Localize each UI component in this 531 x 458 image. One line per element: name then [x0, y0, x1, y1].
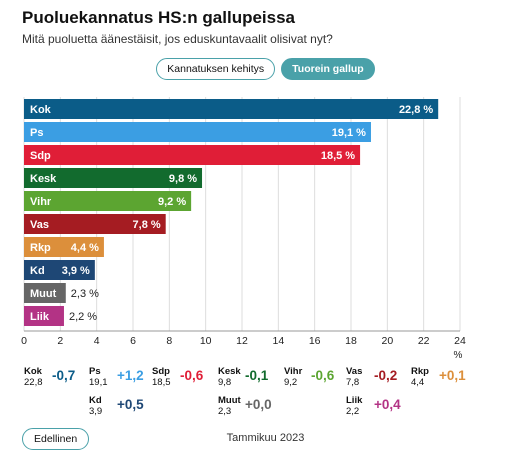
change-item-liik: Liik 2,2 +0,4	[346, 395, 401, 417]
change-party-label: Rkp	[411, 366, 429, 377]
bar-liik	[24, 306, 64, 326]
tab-tuorein-gallup[interactable]: Tuorein gallup	[281, 58, 375, 80]
change-delta: +0,1	[439, 368, 466, 383]
x-tick-label: 10	[200, 335, 212, 347]
bar-value-label: 9,8 %	[169, 173, 197, 185]
change-party-value: 3,9	[89, 406, 103, 417]
change-party-value: 4,4	[411, 377, 425, 388]
bar-value-label: 3,9 %	[62, 265, 90, 277]
bar-sdp	[24, 145, 361, 165]
bar-kesk	[24, 168, 203, 188]
change-party-label: Muut	[218, 395, 241, 406]
bar-kd	[24, 260, 95, 280]
change-party-label: Sdp	[152, 366, 170, 377]
bar-kok	[24, 99, 439, 119]
bar-category-label: Liik	[30, 311, 50, 323]
change-party-label: Kd	[89, 395, 102, 406]
x-tick-label: 16	[309, 335, 321, 347]
bar-category-label: Vihr	[30, 196, 52, 208]
bar-value-label: 2,3 %	[71, 288, 99, 300]
change-party-value: 2,3	[218, 406, 232, 417]
change-party-label: Vas	[346, 366, 363, 377]
x-tick-label: 14	[272, 335, 284, 347]
x-tick-label: 4	[94, 335, 100, 347]
change-item-sdp: Sdp 18,5 -0,6	[152, 366, 203, 388]
change-delta: +0,5	[117, 397, 144, 412]
change-item-rkp: Rkp 4,4 +0,1	[411, 366, 466, 388]
bar-category-label: Vas	[30, 219, 49, 231]
x-tick-label: 24	[454, 335, 466, 347]
chart-title: Puoluekannatus HS:n gallupeissa	[22, 8, 296, 27]
change-item-kd: Kd 3,9 +0,5	[89, 395, 144, 417]
bar-value-label: 2,2 %	[69, 311, 97, 323]
x-tick-label: 6	[130, 335, 136, 347]
bar-muut	[24, 283, 66, 303]
bar-value-label: 18,5 %	[321, 150, 355, 162]
change-item-kok: Kok 22,8 -0,7	[24, 366, 75, 388]
bar-rkp	[24, 237, 104, 257]
view-tabs: Kannatuksen kehitys Tuorein gallup	[0, 58, 531, 80]
change-party-label: Kesk	[218, 366, 241, 377]
bar-category-label: Kesk	[30, 173, 57, 185]
change-delta: +0,4	[374, 397, 401, 412]
x-tick-label: 2	[57, 335, 63, 347]
change-delta: -0,2	[374, 368, 398, 383]
change-party-label: Kok	[24, 366, 42, 377]
change-party-value: 7,8	[346, 377, 360, 388]
x-tick-label: 22	[418, 335, 430, 347]
tab-kannatuksen-kehitys[interactable]: Kannatuksen kehitys	[156, 58, 276, 80]
change-party-value: 9,2	[284, 377, 298, 388]
change-party-label: Liik	[346, 395, 363, 406]
change-item-vas: Vas 7,8 -0,2	[346, 366, 397, 388]
x-tick-label: 8	[166, 335, 172, 347]
change-party-value: 22,8	[24, 377, 43, 388]
change-item-kesk: Kesk 9,8 -0,1	[218, 366, 268, 388]
poll-period: Tammikuu 2023	[226, 432, 305, 444]
bar-category-label: Muut	[30, 288, 57, 300]
change-delta: -0,6	[311, 368, 335, 383]
change-delta: -0,7	[52, 368, 76, 383]
bar-category-label: Ps	[30, 127, 43, 139]
bar-category-label: Sdp	[30, 150, 51, 162]
bar-value-label: 4,4 %	[71, 242, 99, 254]
change-party-value: 2,2	[346, 406, 360, 417]
change-delta: -0,6	[180, 368, 204, 383]
change-party-label: Vihr	[284, 366, 303, 377]
x-tick-label: 18	[345, 335, 357, 347]
bar-category-label: Rkp	[30, 242, 51, 254]
change-delta: +1,2	[117, 368, 144, 383]
bar-value-label: 7,8 %	[133, 219, 161, 231]
bar-ps	[24, 122, 371, 142]
bar-category-label: Kok	[30, 104, 52, 116]
change-item-muut: Muut 2,3 +0,0	[218, 395, 272, 417]
bar-value-label: 19,1 %	[332, 127, 366, 139]
chart-subtitle: Mitä puoluetta äänestäisit, jos eduskunt…	[22, 32, 333, 46]
x-tick-label: 20	[381, 335, 393, 347]
bar-vihr	[24, 191, 192, 211]
x-tick-label: 12	[236, 335, 248, 347]
change-party-value: 9,8	[218, 377, 232, 388]
change-item-vihr: Vihr 9,2 -0,6	[284, 366, 334, 388]
change-item-ps: Ps 19,1 +1,2	[89, 366, 144, 388]
x-tick-label: 0	[21, 335, 27, 347]
change-delta: -0,1	[245, 368, 269, 383]
change-party-value: 19,1	[89, 377, 108, 388]
previous-button[interactable]: Edellinen	[22, 428, 90, 450]
x-axis-unit: %	[454, 350, 463, 360]
change-party-label: Ps	[89, 366, 101, 377]
bar-value-label: 9,2 %	[158, 196, 186, 208]
bar-value-label: 22,8 %	[399, 104, 433, 116]
bar-category-label: Kd	[30, 265, 45, 277]
bar-vas	[24, 214, 166, 234]
change-delta: +0,0	[245, 397, 272, 412]
change-party-value: 18,5	[152, 377, 171, 388]
bar-chart: 0 2 4 6 8 10 12 14 16 18 20 22 24%Kok 22,8 %Ps 19,1 %S…	[21, 97, 466, 360]
